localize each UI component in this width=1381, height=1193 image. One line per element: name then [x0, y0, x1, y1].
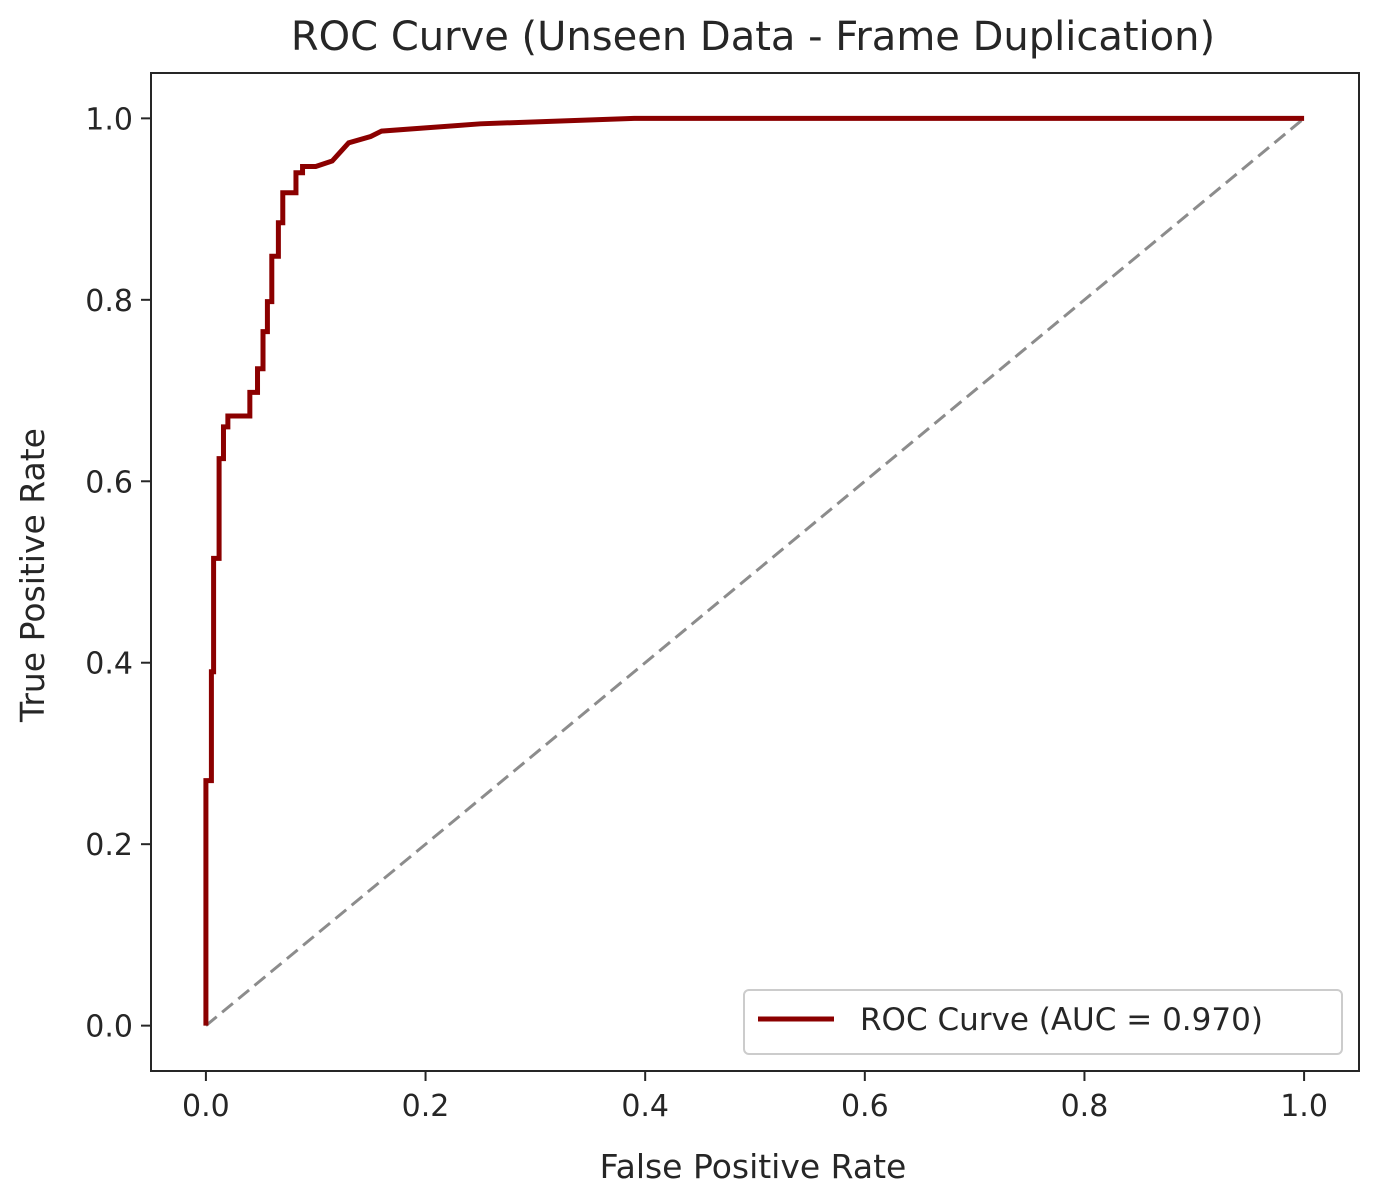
legend-box: [743, 989, 1343, 1055]
diagonal-reference-line: [204, 117, 1306, 1027]
y-tick-label: 0.0: [85, 1010, 133, 1045]
y-axis-label: True Positive Rate: [13, 428, 52, 723]
y-tick-label: 0.6: [85, 465, 133, 500]
y-tick-label: 1.0: [85, 102, 133, 137]
y-tick-label: 0.4: [85, 647, 133, 682]
x-tick-label: 0.8: [1061, 1089, 1109, 1124]
series-layer: [203, 115, 1306, 1027]
legend: ROC Curve (AUC = 0.970): [743, 989, 1343, 1055]
y-tick-label: 0.8: [85, 284, 133, 319]
x-axis-label: False Positive Rate: [600, 1147, 907, 1186]
x-tick-label: 1.0: [1280, 1089, 1328, 1124]
roc-curve-line: [203, 115, 1305, 1026]
y-axis-ticks: 0.0 0.2 0.4 0.6 0.8 1.0: [85, 102, 151, 1045]
x-tick-label: 0.2: [402, 1089, 450, 1124]
chart-title: ROC Curve (Unseen Data - Frame Duplicati…: [291, 14, 1215, 60]
x-axis-ticks: 0.0 0.2 0.4 0.6 0.8 1.0: [182, 1071, 1328, 1124]
legend-label: ROC Curve (AUC = 0.970): [860, 1002, 1263, 1038]
plot-frame: [150, 72, 1360, 1072]
y-tick-label: 0.2: [85, 828, 133, 863]
x-tick-label: 0.6: [841, 1089, 889, 1124]
x-tick-label: 0.0: [182, 1089, 230, 1124]
x-tick-label: 0.4: [621, 1089, 669, 1124]
